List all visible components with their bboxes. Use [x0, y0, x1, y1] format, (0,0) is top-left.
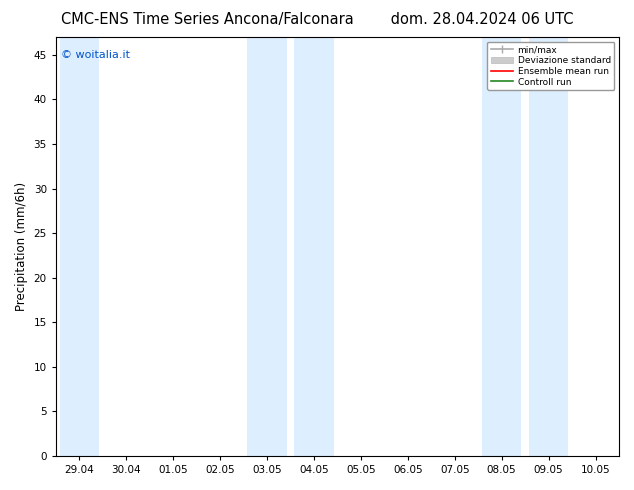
Bar [247, 37, 287, 456]
Text: © woitalia.it: © woitalia.it [61, 49, 131, 60]
Bar [482, 37, 521, 456]
Bar [60, 37, 99, 456]
Bar [294, 37, 333, 456]
Text: CMC-ENS Time Series Ancona/Falconara        dom. 28.04.2024 06 UTC: CMC-ENS Time Series Ancona/Falconara dom… [61, 12, 573, 27]
Y-axis label: Precipitation (mm/6h): Precipitation (mm/6h) [15, 182, 28, 311]
Bar [529, 37, 568, 456]
Legend: min/max, Deviazione standard, Ensemble mean run, Controll run: min/max, Deviazione standard, Ensemble m… [487, 42, 614, 90]
